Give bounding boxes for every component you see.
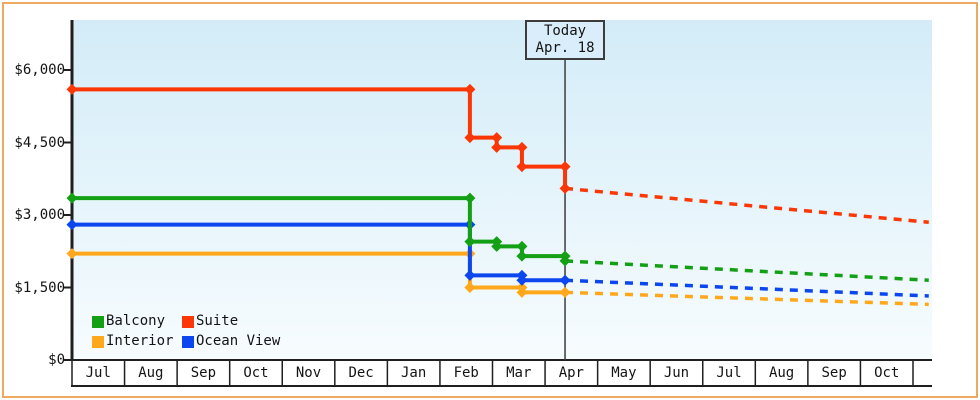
x-axis-month-label: Sep bbox=[821, 365, 847, 381]
y-axis-label: $4,500 bbox=[14, 134, 65, 151]
y-axis-label: $3,000 bbox=[14, 207, 65, 223]
x-axis-month-label: Jun bbox=[663, 365, 690, 381]
x-axis-month-label: Jul bbox=[716, 365, 742, 381]
x-axis-month-label: Jul bbox=[85, 365, 111, 381]
ocean-view-swatch-icon bbox=[182, 335, 194, 348]
legend-label: Ocean View bbox=[196, 333, 281, 349]
y-axis-label: $0 bbox=[48, 352, 65, 368]
suite-swatch-icon bbox=[182, 315, 194, 328]
today-label: Today bbox=[543, 23, 587, 39]
legend-item-suite: Suite bbox=[182, 313, 280, 329]
today-annotation-box: Today Apr. 18 bbox=[525, 20, 606, 60]
x-axis-month-label: Oct bbox=[874, 365, 900, 381]
legend-item-interior: Interior bbox=[92, 333, 182, 349]
x-axis-month-label: May bbox=[611, 365, 637, 381]
x-axis-month-label: Sep bbox=[190, 365, 217, 381]
legend-item-balcony: Balcony bbox=[92, 313, 182, 329]
legend-item-ocean-view: Ocean View bbox=[182, 333, 281, 349]
legend-label: Interior bbox=[106, 333, 174, 349]
legend-label: Suite bbox=[196, 313, 239, 329]
x-axis-month-label: Jan bbox=[401, 365, 427, 381]
balcony-swatch-icon bbox=[92, 315, 104, 328]
x-axis-month-label: Oct bbox=[243, 365, 269, 381]
x-axis-month-label: Dec bbox=[348, 365, 374, 381]
month-grid-and-today-line bbox=[63, 60, 932, 387]
legend-label: Balcony bbox=[106, 313, 166, 329]
y-axis-label: $1,500 bbox=[14, 279, 65, 296]
axes bbox=[63, 20, 74, 361]
legend: Balcony Suite Interior Ocean View bbox=[92, 313, 281, 349]
x-axis-month-label: Mar bbox=[506, 365, 532, 381]
interior-swatch-icon bbox=[92, 335, 104, 348]
plot-background bbox=[72, 20, 932, 360]
x-axis-month-label: Aug bbox=[138, 365, 164, 381]
today-date: Apr. 18 bbox=[535, 40, 595, 56]
y-axis-label: $6,000 bbox=[14, 62, 65, 78]
x-axis-month-label: Aug bbox=[768, 365, 795, 381]
x-axis-month-label: Feb bbox=[453, 365, 479, 381]
x-axis-month-label: Nov bbox=[295, 365, 322, 381]
x-axis-month-label: Apr bbox=[558, 365, 584, 381]
price-series-lines bbox=[66, 83, 929, 307]
